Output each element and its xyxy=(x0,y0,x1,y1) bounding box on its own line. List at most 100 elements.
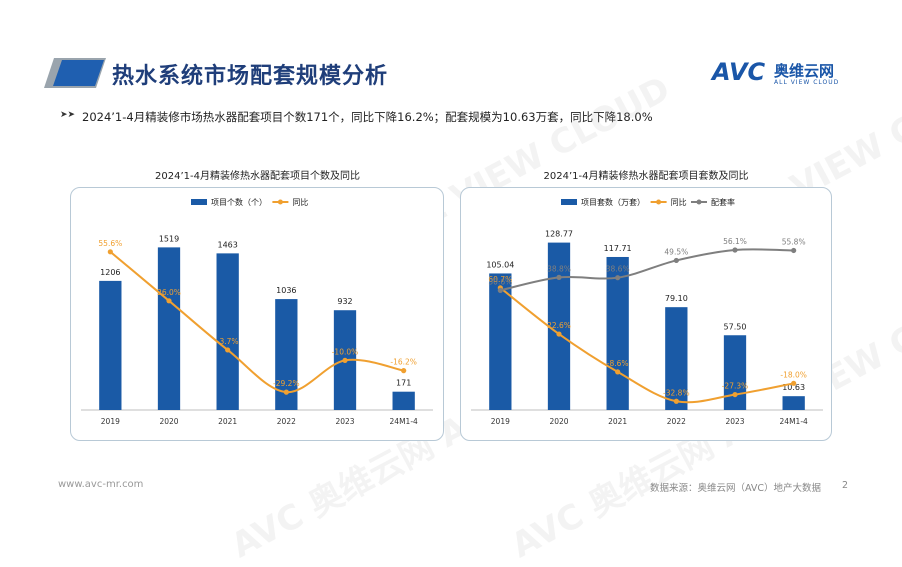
chart2-line-point xyxy=(497,287,503,293)
chart2-line-point xyxy=(791,380,797,386)
summary-text: 2024’1-4月精装修市场热水器配套项目个数171个，同比下降16.2%；配套… xyxy=(82,110,653,124)
chart2-line-label: 56.1% xyxy=(723,237,747,246)
chart2-bar xyxy=(723,335,747,410)
chart2-line-point xyxy=(732,391,738,398)
chart1-line-label: -3.7% xyxy=(217,337,239,346)
chart1-tick-label: 2019 xyxy=(101,417,120,426)
chart2-tick-label: 2021 xyxy=(608,417,627,426)
chart2-line-label: 55.8% xyxy=(782,237,806,246)
chart1-legend-marker xyxy=(277,199,283,205)
chart1-line-label: 55.6% xyxy=(98,239,122,248)
chart2-line-point xyxy=(732,247,738,253)
page-number: 2 xyxy=(842,480,849,491)
chart2-bar-label: 117.71 xyxy=(604,244,632,253)
chart2-panel: 项目套数（万套） 同比 配套率 105.04 2019 128.77 2020 117.71 2… xyxy=(460,187,832,441)
chart2-line-point xyxy=(673,398,679,404)
chart2-bar-label: 79.10 xyxy=(665,294,688,303)
chart2-bar xyxy=(489,273,512,410)
chart2-line-label: 60.7% xyxy=(488,275,512,284)
chart2-bar xyxy=(606,256,629,410)
chart1-bar-label: 1206 xyxy=(100,268,120,277)
chart1-bar xyxy=(392,391,415,410)
chart2-line-label: 38.8% xyxy=(547,264,571,273)
chart2-line-label: -32.8% xyxy=(663,388,690,397)
chart1-line-point xyxy=(107,249,113,255)
summary-line: ➤➤ 2024’1-4月精装修市场热水器配套项目个数171个，同比下降16.2%… xyxy=(60,109,653,125)
chart1-legend-label: 同比 xyxy=(292,197,308,207)
avc-logo: AVC 奥维云网 ALL VIEW CLOUD xyxy=(712,58,847,92)
chart1-bar xyxy=(275,299,298,410)
logo-english: ALL VIEW CLOUD xyxy=(774,79,840,86)
chart1-svg: 项目个数（个） 同比 1206 2019 1519 2020 1463 2021 1036 202… xyxy=(81,197,433,426)
chart2-line-point xyxy=(615,369,621,375)
chart1-bar xyxy=(157,247,181,410)
chart2-bar-label: 105.04 xyxy=(486,260,514,269)
chart2-line-point xyxy=(556,331,562,337)
chart2-title: 2024’1-4月精装修热水器配套项目套数及同比 xyxy=(543,171,749,182)
footer-url: www.avc-mr.com xyxy=(58,479,144,490)
footer-source: 数据来源：奥维云网（AVC）地产大数据 xyxy=(650,483,822,494)
chart2-bar xyxy=(547,242,571,410)
chart1-bar-label: 1463 xyxy=(217,240,237,249)
chart2-tick-label: 2022 xyxy=(667,417,686,426)
chart1-line-label: -10.0% xyxy=(332,347,359,356)
chart1-bar xyxy=(216,253,239,410)
chart1-tick-label: 2023 xyxy=(335,417,354,426)
chart2-line-label: -18.0% xyxy=(780,370,807,379)
chart2-line-label: 30.6% xyxy=(488,277,512,286)
chart2-series-line-2 xyxy=(500,248,794,292)
chart1-line-label: -16.2% xyxy=(390,358,417,367)
chart2-legend-bar-swatch xyxy=(561,199,577,205)
chart2-line-point xyxy=(673,257,679,264)
chart2-line-point xyxy=(556,274,562,280)
chart1-tick-label: 2022 xyxy=(277,417,296,426)
logo-text: AVC xyxy=(712,58,766,86)
chart2-series-line-1 xyxy=(499,287,794,404)
chart1-legend-label: 项目个数（个） xyxy=(211,197,267,207)
chart2-legend-label: 配套率 xyxy=(711,197,735,207)
chart2-bar xyxy=(665,307,688,410)
logo-chinese: 奥维云网 xyxy=(774,62,835,80)
chart1-bar xyxy=(99,280,122,410)
chart1-tick-label: 24M1-4 xyxy=(390,417,418,426)
chart2-tick-label: 2019 xyxy=(491,417,510,426)
chart1-line-point xyxy=(401,368,407,374)
chart2-bar xyxy=(782,396,805,410)
title-bar-decoration xyxy=(44,58,106,88)
chart2-legend-marker xyxy=(656,199,662,205)
chart1-bar-label: 1036 xyxy=(276,286,296,295)
chart2-line-label: 22.6% xyxy=(547,321,571,330)
chart2-bar-label: 10.63 xyxy=(782,383,805,392)
chart2-legend-marker xyxy=(696,199,702,205)
page-title: 热水系统市场配套规模分析 xyxy=(112,64,389,89)
chart2-line-point xyxy=(615,275,621,281)
chart1-line-point xyxy=(283,389,289,395)
chart1-line-label: 26.0% xyxy=(157,288,181,297)
chart1-bar-label: 171 xyxy=(396,379,411,388)
chart1-panel: 项目个数（个） 同比 1206 2019 1519 2020 1463 2021 1036 202… xyxy=(70,187,444,441)
chart2-bar-label: 57.50 xyxy=(724,322,747,331)
chart2-legend-label: 同比 xyxy=(671,197,687,207)
chart2-legend-label: 项目套数（万套） xyxy=(581,197,645,207)
chart1-bar-label: 1519 xyxy=(159,234,179,243)
chart1-tick-label: 2020 xyxy=(159,417,178,426)
chart1-line-point xyxy=(166,298,172,304)
chart1-line-point xyxy=(225,347,231,353)
chart2-line-label: -27.3% xyxy=(722,382,749,391)
chart2-bar-label: 128.77 xyxy=(545,230,573,239)
chart2-line-label: 38.6% xyxy=(606,265,630,274)
chart1-title: 2024’1-4月精装修热水器配套项目个数及同比 xyxy=(155,171,360,182)
chart2-line-label: 49.5% xyxy=(664,247,688,256)
chart1-bar-label: 932 xyxy=(337,297,352,306)
chart2-tick-label: 2023 xyxy=(725,417,744,426)
chart1-tick-label: 2021 xyxy=(218,417,237,426)
chart1-line-point xyxy=(342,357,348,363)
chart2-tick-label: 2020 xyxy=(549,417,568,426)
chart1-legend-bar-swatch xyxy=(191,199,207,205)
double-arrow-icon: ➤➤ xyxy=(60,110,76,120)
chart1-series-line-1 xyxy=(109,251,404,394)
chart1-line-label: -29.2% xyxy=(273,379,300,388)
chart2-svg: 项目套数（万套） 同比 配套率 105.04 2019 128.77 2020 117.71 2… xyxy=(471,197,823,426)
chart2-tick-label: 24M1-4 xyxy=(780,417,808,426)
chart2-line-label: -8.6% xyxy=(607,359,629,368)
